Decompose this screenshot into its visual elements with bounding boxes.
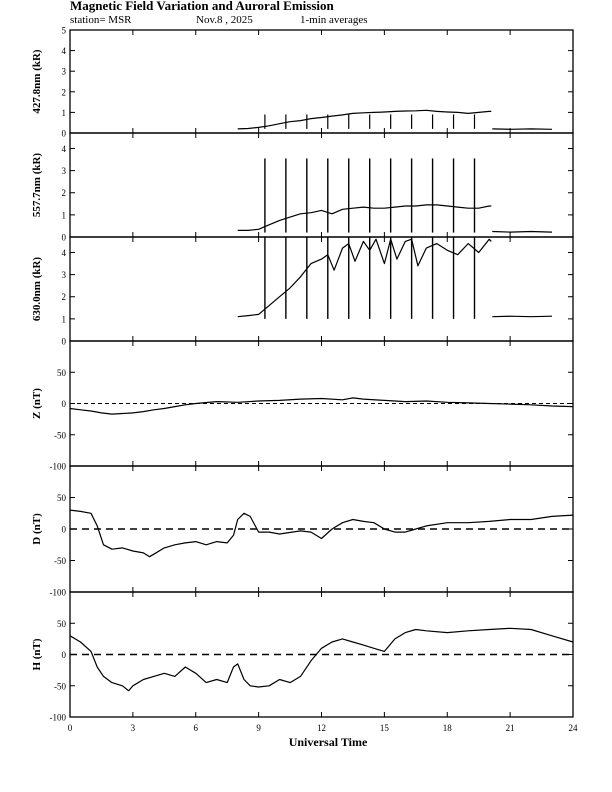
series-line [237, 204, 492, 231]
x-tick-label: 24 [569, 723, 579, 733]
x-tick-label: 0 [68, 723, 73, 733]
y-axis-label: 630.0nm (kR) [31, 257, 43, 322]
y-tick-label: 3 [62, 67, 67, 77]
y-tick-label: -100 [50, 588, 67, 598]
panel-frame [69, 132, 574, 238]
averaging-label: 1-min averages [300, 14, 368, 26]
y-tick-label: 4 [62, 248, 67, 258]
panel-emission-6300: 0 1 2 3 4 630.0nm (kR) [31, 236, 574, 347]
x-tick-label: 3 [131, 723, 136, 733]
panel-magnetic-h: -100 -50 0 50 0 3 6 9 12 15 18 21 24 H (nT) [31, 591, 579, 733]
y-tick-label: 4 [62, 46, 67, 56]
x-tick-label: 12 [317, 723, 326, 733]
y-tick-label: 2 [62, 188, 67, 198]
y-tick-label: -50 [54, 556, 66, 566]
y-tick-label: -50 [54, 681, 66, 691]
y-tick-label: 50 [57, 619, 67, 629]
chart-title: Magnetic Field Variation and Auroral Emi… [70, 0, 335, 13]
y-tick-label: 0 [62, 525, 67, 535]
series-line [492, 230, 553, 233]
y-tick-label: 50 [57, 368, 67, 378]
y-tick-label: 0 [62, 399, 67, 409]
y-axis-label: Z (nT) [31, 388, 43, 419]
y-tick-label: 0 [62, 129, 67, 139]
y-tick-label: 0 [62, 337, 67, 347]
y-tick-label: 1 [62, 210, 67, 220]
panel-emission-4278: 0 1 2 3 4 5 427.8nm (kR) [31, 26, 574, 139]
y-axis-label: 557.7nm (kR) [31, 153, 43, 218]
x-axis-label: Universal Time [289, 735, 368, 749]
panel-emission-5577: 0 1 2 3 4 557.7nm (kR) [31, 132, 574, 243]
y-tick-label: 1 [62, 314, 67, 324]
panel-magnetic-z: -100 -50 0 50 Z (nT) [31, 340, 574, 472]
y-tick-label: 5 [62, 26, 67, 36]
y-axis-label: H (nT) [31, 638, 43, 670]
series-line [69, 627, 574, 692]
panel-magnetic-d: -100 -50 0 50 D (nT) [31, 465, 574, 598]
y-tick-label: -100 [50, 713, 67, 723]
panel-frame [69, 236, 574, 342]
y-tick-label: -50 [54, 430, 66, 440]
y-tick-label: 2 [62, 292, 67, 302]
y-tick-label: 0 [62, 233, 67, 243]
y-axis-label: 427.8nm (kR) [31, 49, 43, 114]
x-tick-label: 9 [256, 723, 261, 733]
series-line [237, 109, 492, 130]
series-line [69, 397, 574, 415]
series-line [69, 509, 574, 558]
y-tick-label: 50 [57, 493, 67, 503]
y-tick-label: 0 [62, 650, 67, 660]
x-tick-label: 15 [380, 723, 390, 733]
y-tick-label: 2 [62, 87, 67, 97]
y-tick-label: 4 [62, 144, 67, 154]
y-tick-label: -100 [50, 462, 67, 472]
y-tick-label: 3 [62, 270, 67, 280]
x-tick-label: 18 [443, 723, 453, 733]
y-tick-label: 1 [62, 108, 67, 118]
series-line [492, 315, 553, 318]
date-label: Nov.8 , 2025 [196, 14, 253, 26]
x-tick-label: 21 [506, 723, 515, 733]
y-axis-label: D (nT) [31, 513, 43, 545]
y-tick-label: 3 [62, 166, 67, 176]
x-tick-label: 6 [194, 723, 199, 733]
station-label: station= MSR [70, 14, 132, 26]
